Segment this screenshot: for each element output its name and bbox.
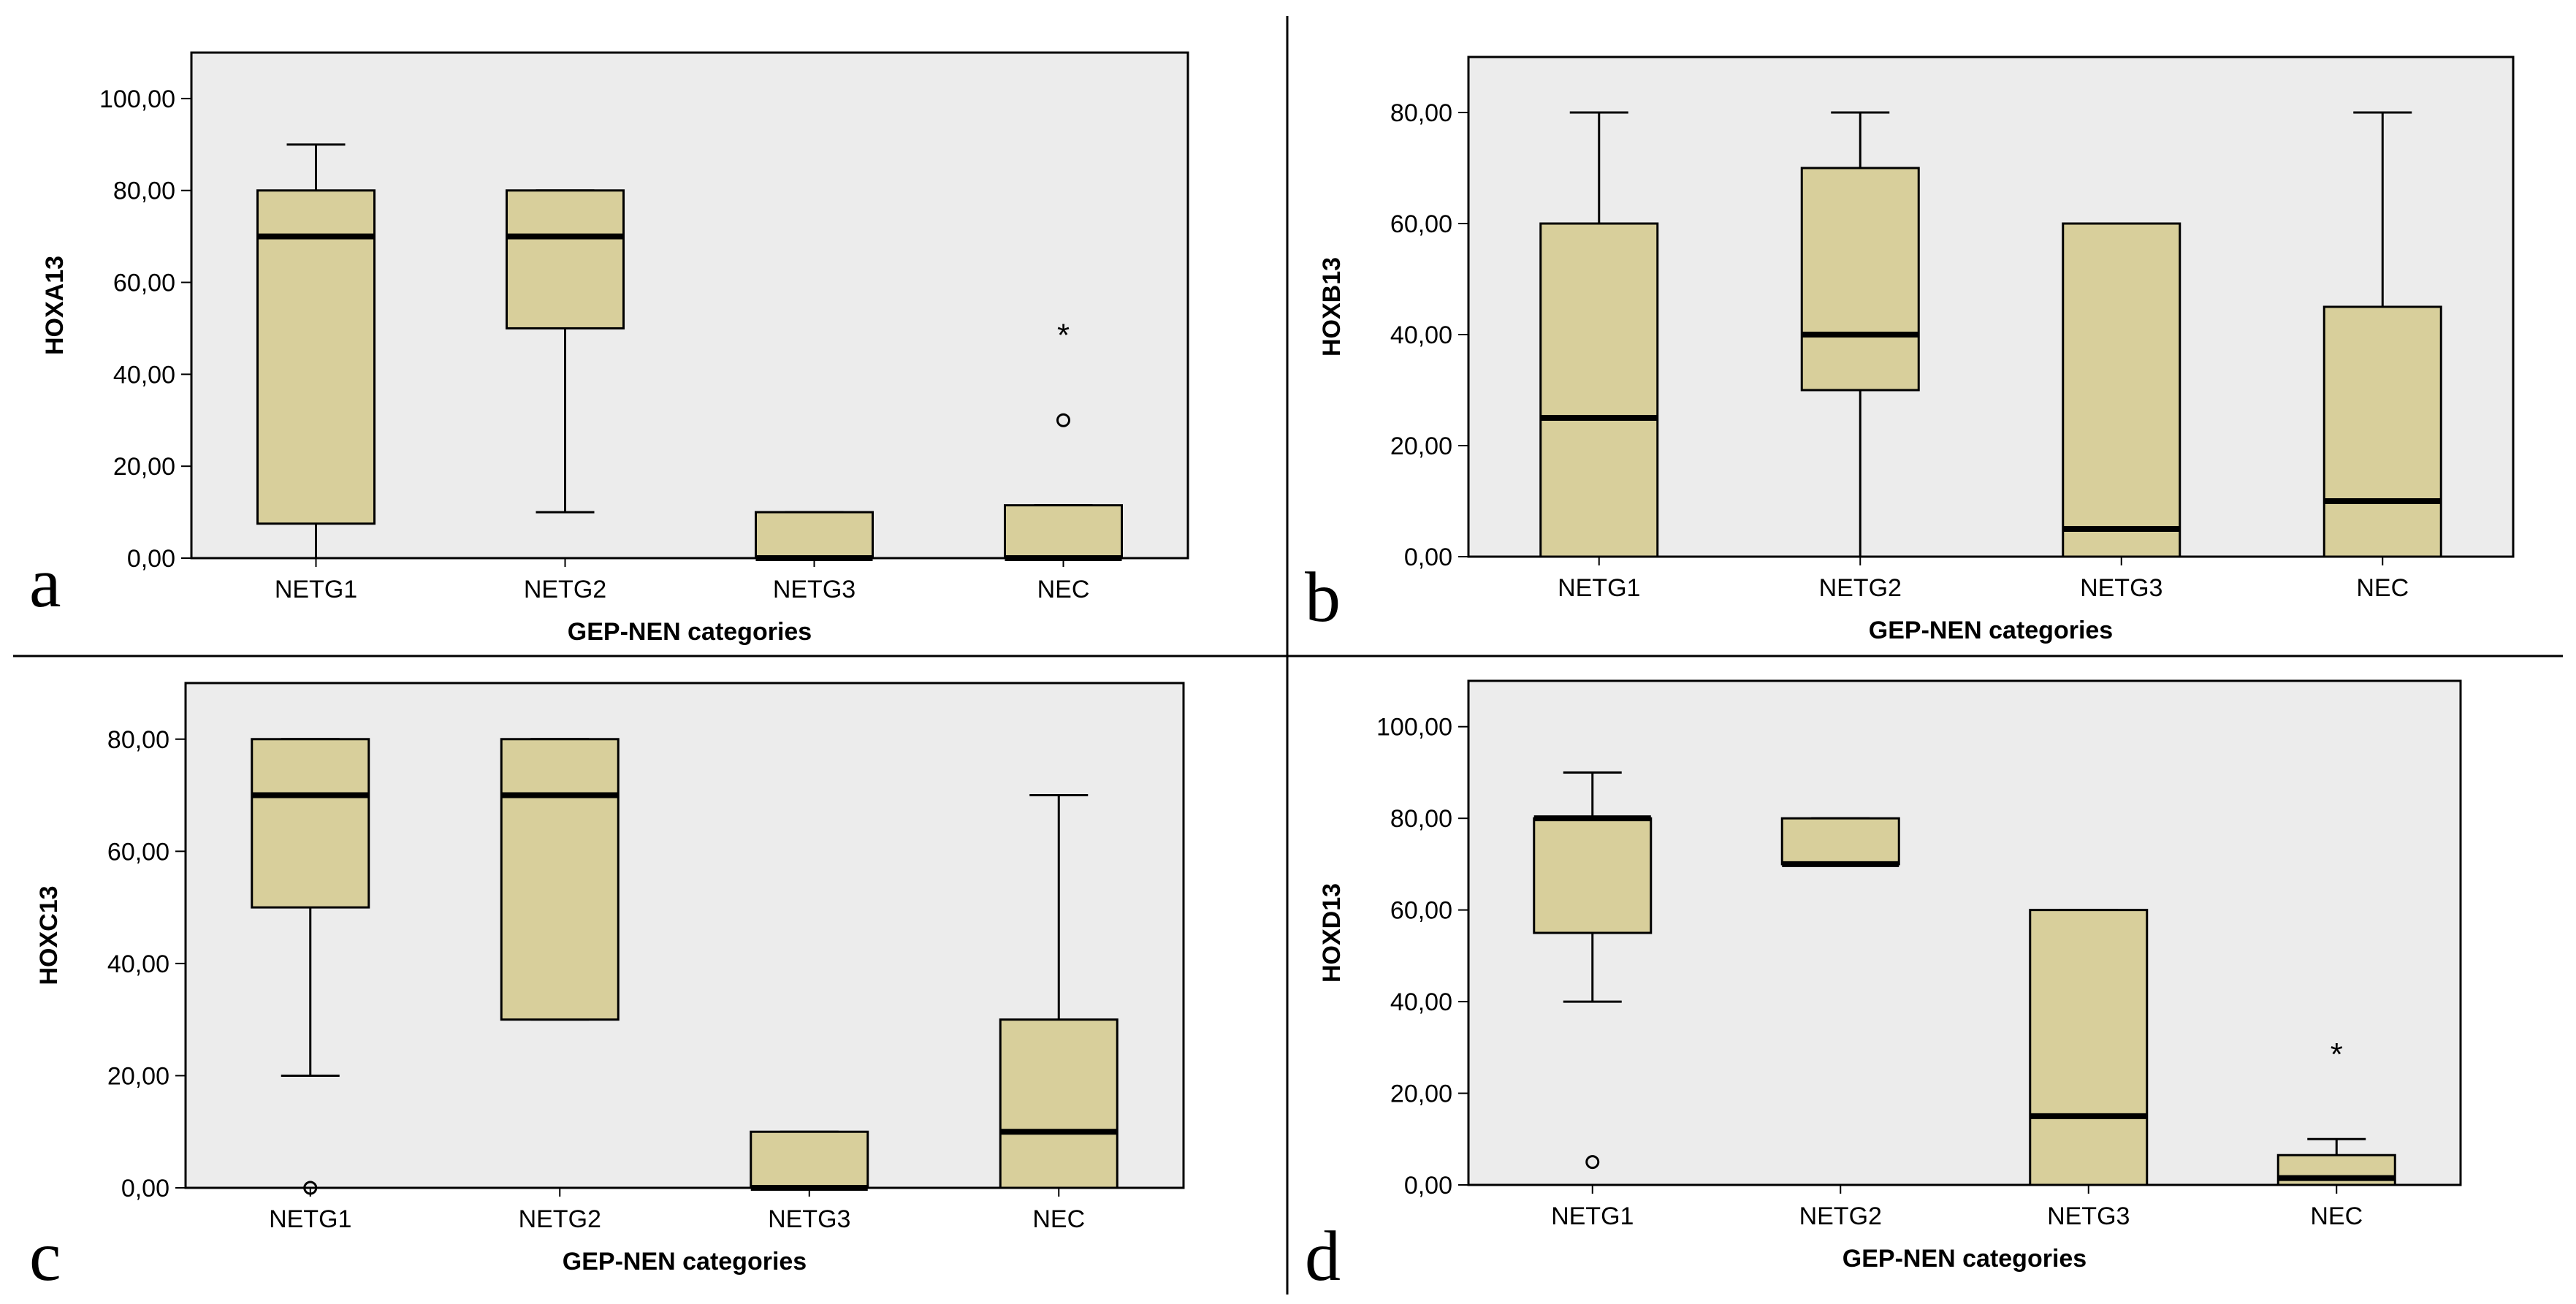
y-tick-label: 80,00: [113, 178, 175, 205]
x-tick-label: NETG3: [768, 1205, 850, 1233]
box-netg2: [506, 189, 625, 514]
box-iqr: [1004, 504, 1123, 560]
panel-letter: a: [29, 544, 61, 622]
y-tick-label: 60,00: [1390, 897, 1452, 925]
box-iqr: [999, 1018, 1119, 1189]
y-axis-title: HOXC13: [35, 885, 63, 985]
box-nec: [2322, 111, 2442, 558]
box-iqr: [506, 189, 625, 329]
panel-letter: c: [29, 1217, 61, 1296]
panel-a: 0,00 20,00 40,00 60,00 80,00 100,00 NETG1 NETG2…: [29, 51, 1189, 646]
box-nec: [999, 794, 1119, 1189]
x-tick-label: NETG2: [519, 1205, 601, 1233]
box-iqr: [2029, 909, 2149, 1186]
panel-d: 0,00 20,00 40,00 60,00 80,00 100,00 NETG1 NETG2…: [1305, 679, 2462, 1296]
box-iqr: [1533, 817, 1653, 934]
box-netg2: [500, 738, 620, 1021]
outlier-circle: [1585, 1155, 1600, 1170]
x-tick-label: NETG1: [269, 1205, 351, 1233]
y-axis-title: HOXA13: [41, 256, 69, 355]
y-tick-label: 20,00: [1390, 432, 1452, 460]
y-tick-label: 40,00: [113, 361, 175, 389]
y-tick-label: 20,00: [1390, 1080, 1452, 1108]
box-iqr: [750, 1130, 869, 1189]
box-netg3: [2062, 222, 2181, 558]
box-netg1: [256, 143, 376, 560]
panel-c: 0,00 20,00 40,00 60,00 80,00 NETG1 NETG2 NETG3 N…: [29, 682, 1185, 1296]
box-netg3: [755, 511, 874, 561]
box-netg2: [1800, 111, 1920, 558]
box-iqr: [755, 511, 874, 560]
x-tick-label: NETG3: [2047, 1202, 2130, 1230]
box-iqr: [500, 738, 620, 1021]
outlier-circle: [303, 1181, 318, 1195]
x-axis-title: GEP-NEN categories: [563, 1248, 807, 1276]
y-tick-label: 40,00: [107, 950, 169, 978]
y-tick-label: 20,00: [113, 453, 175, 481]
x-tick-label: NEC: [2310, 1202, 2363, 1230]
x-tick-label: NETG2: [524, 576, 606, 603]
box-netg1: [1539, 111, 1659, 558]
y-tick-label: 0,00: [1404, 1172, 1452, 1200]
x-tick-label: NEC: [1032, 1205, 1085, 1233]
y-tick-label: 100,00: [1376, 714, 1452, 741]
panels: 0,00 20,00 40,00 60,00 80,00 100,00 NETG1 NETG2…: [29, 51, 2515, 1296]
box-iqr: [1539, 222, 1659, 558]
y-tick-label: 20,00: [107, 1062, 169, 1090]
box-iqr: [1800, 167, 1920, 392]
y-tick-label: 60,00: [1390, 210, 1452, 238]
y-tick-label: 80,00: [107, 726, 169, 754]
x-tick-label: NETG1: [1558, 574, 1640, 602]
box-iqr: [256, 189, 376, 525]
panel-letter: d: [1305, 1217, 1341, 1296]
y-tick-label: 0,00: [1404, 544, 1452, 571]
x-tick-label: NETG2: [1799, 1202, 1882, 1230]
box-netg2: [1780, 817, 1900, 867]
x-tick-label: NETG1: [275, 576, 357, 603]
box-netg3: [2029, 909, 2149, 1186]
y-tick-label: 60,00: [113, 270, 175, 297]
y-tick-label: 40,00: [1390, 988, 1452, 1016]
panel-letter: b: [1305, 558, 1341, 637]
x-tick-label: NETG1: [1551, 1202, 1634, 1230]
y-axis-title: HOXD13: [1318, 883, 1346, 983]
box-iqr: [2322, 305, 2442, 558]
x-tick-label: NETG3: [773, 576, 856, 603]
y-tick-label: 80,00: [1390, 805, 1452, 833]
y-axis-title: HOXB13: [1318, 257, 1346, 356]
x-tick-label: NEC: [1037, 576, 1090, 603]
box-netg1: [1533, 771, 1653, 1170]
outlier-star: *: [1057, 317, 1070, 353]
x-tick-label: NETG3: [2080, 574, 2162, 602]
y-tick-label: 60,00: [107, 838, 169, 866]
box-iqr: [251, 738, 370, 909]
box-netg1: [251, 738, 370, 1195]
y-tick-label: 0,00: [121, 1175, 169, 1202]
x-tick-label: NEC: [2356, 574, 2409, 602]
y-tick-label: 0,00: [127, 545, 175, 573]
panel-b: 0,00 20,00 40,00 60,00 80,00 NETG1 NETG2 NETG3 N…: [1305, 56, 2515, 644]
x-axis-title: GEP-NEN categories: [568, 618, 812, 646]
x-axis-title: GEP-NEN categories: [1869, 617, 2113, 644]
outlier-circle: [1056, 413, 1070, 427]
y-tick-label: 80,00: [1390, 99, 1452, 127]
box-netg3: [750, 1130, 869, 1191]
x-tick-label: NETG2: [1819, 574, 1902, 602]
y-tick-label: 100,00: [99, 85, 175, 113]
box-nec: *: [2276, 1037, 2396, 1186]
y-tick-label: 40,00: [1390, 321, 1452, 349]
outlier-star: *: [2331, 1037, 2343, 1072]
box-iqr: [2062, 222, 2181, 558]
box-nec: *: [1004, 317, 1123, 561]
box-iqr: [1780, 817, 1900, 866]
x-axis-title: GEP-NEN categories: [1843, 1245, 2087, 1273]
